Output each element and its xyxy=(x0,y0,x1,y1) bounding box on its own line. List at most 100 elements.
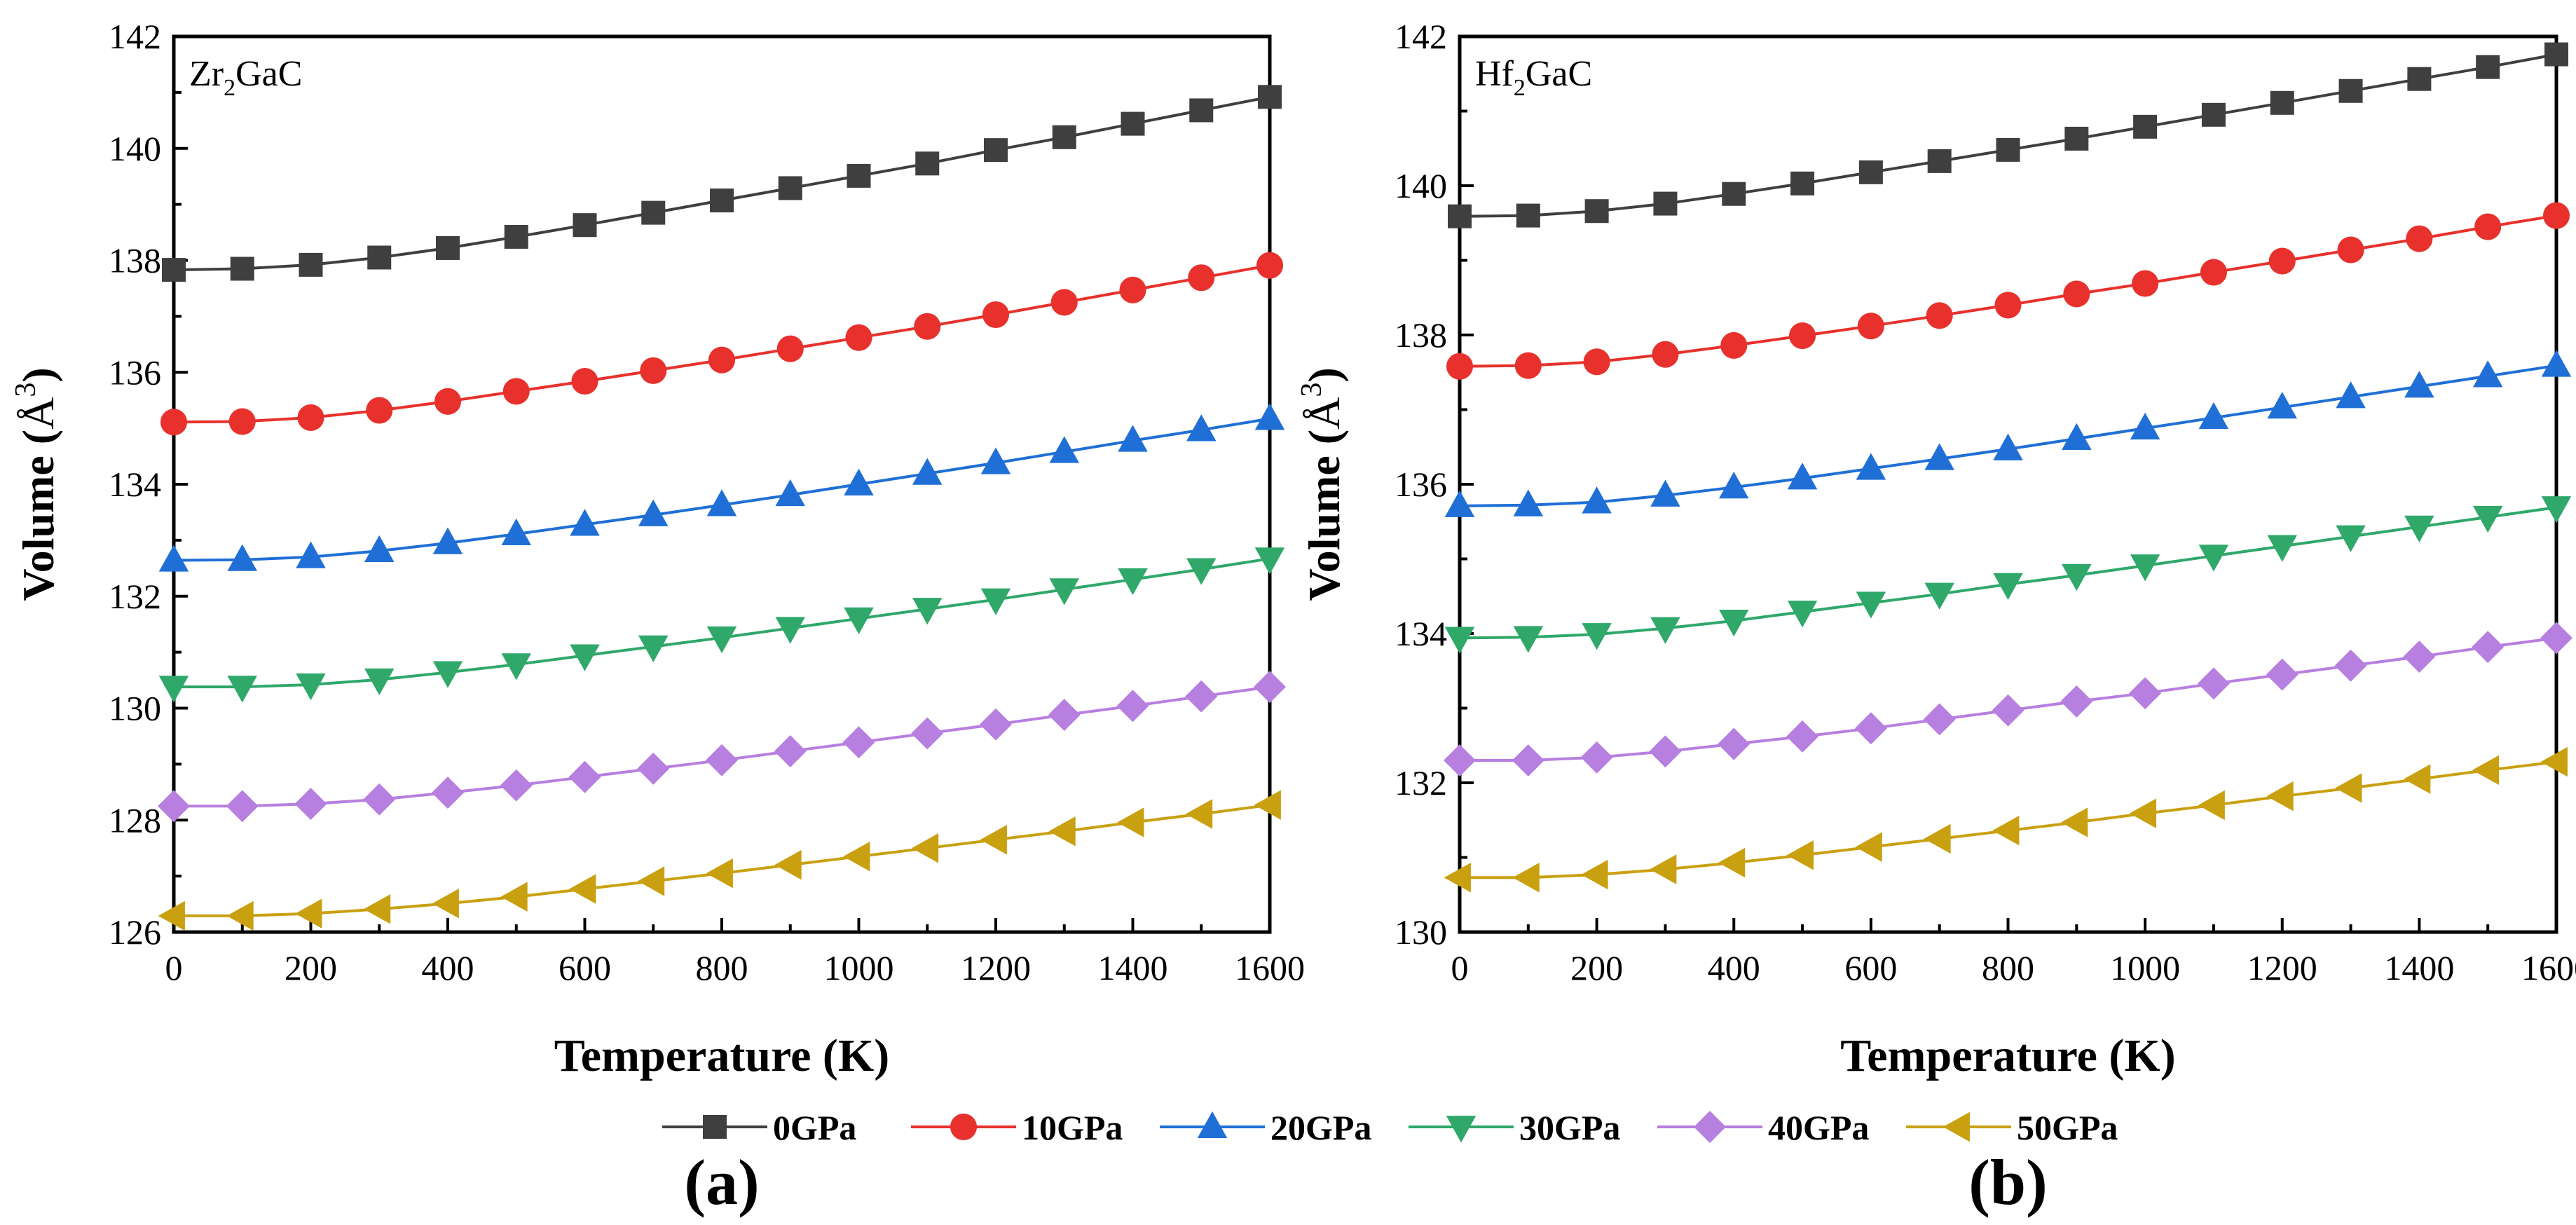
data-point xyxy=(980,824,1007,855)
x-tick-label: 1400 xyxy=(1098,948,1168,987)
y-tick-label: 138 xyxy=(109,241,161,280)
data-point xyxy=(1048,699,1081,732)
x-tick-label: 1000 xyxy=(824,948,894,987)
data-point xyxy=(1186,414,1217,442)
legend-marker xyxy=(1694,1111,1726,1143)
data-point xyxy=(980,708,1012,741)
data-point xyxy=(299,252,323,277)
compound-subscript: 2 xyxy=(1514,75,1526,101)
data-point xyxy=(843,841,870,872)
data-point xyxy=(1787,601,1818,628)
panel-label: (a) xyxy=(684,1147,759,1218)
y-tick-label: 134 xyxy=(109,465,161,504)
data-point xyxy=(1116,690,1149,723)
data-point xyxy=(2334,649,2367,682)
data-point xyxy=(1718,727,1751,760)
x-tick-label: 1200 xyxy=(961,948,1031,987)
data-point xyxy=(1856,453,1886,480)
panel-label: (b) xyxy=(1968,1147,2047,1218)
data-point xyxy=(226,901,254,931)
data-point xyxy=(367,245,392,270)
data-point xyxy=(1448,204,1472,228)
data-point xyxy=(2472,631,2505,664)
plot-frame xyxy=(1458,34,2558,934)
data-point xyxy=(2335,773,2362,803)
data-point xyxy=(842,726,875,759)
x-tick-label: 1400 xyxy=(2384,948,2454,987)
data-point xyxy=(710,189,734,213)
data-point xyxy=(1857,313,1884,340)
data-point xyxy=(2201,102,2226,127)
series-line xyxy=(1459,53,2557,218)
data-point xyxy=(2129,677,2162,710)
data-point xyxy=(775,479,805,507)
data-point xyxy=(638,635,669,662)
data-point xyxy=(500,769,533,802)
data-point xyxy=(2197,667,2230,700)
data-point xyxy=(2540,622,2572,655)
y-axis-title: Volume (Å3) xyxy=(1296,367,1349,601)
y-axis-title-close: ) xyxy=(1299,367,1349,382)
data-point xyxy=(844,607,874,635)
y-axis-title-text: Volume ( xyxy=(1299,430,1349,601)
data-point xyxy=(1258,85,1282,109)
legend-marker xyxy=(950,1113,978,1141)
compound-label: Hf2GaC xyxy=(1475,54,1592,101)
data-point xyxy=(2336,525,2366,552)
data-point xyxy=(501,653,531,680)
data-point xyxy=(1582,486,1612,514)
series-line xyxy=(1459,214,2557,368)
data-point xyxy=(158,901,185,931)
series-40GPa xyxy=(1444,622,2572,776)
data-point xyxy=(1121,111,1145,136)
series-line xyxy=(174,803,1270,917)
data-point xyxy=(774,849,802,880)
data-point xyxy=(1722,182,1746,206)
y-axis-title-unit: Å xyxy=(1299,397,1349,430)
data-point xyxy=(1580,741,1613,774)
data-point xyxy=(845,324,872,351)
y-tick-label: 126 xyxy=(109,912,161,952)
y-tick-label: 138 xyxy=(1395,315,1447,355)
legend: 0GPa 10GPa 20GPa 30GPa 40GPa 50GPa xyxy=(662,1108,2118,1147)
data-point xyxy=(2062,423,2092,450)
data-point xyxy=(1119,276,1146,303)
data-point xyxy=(1719,471,1749,499)
legend-marker xyxy=(703,1115,727,1139)
legend-item-0GPa: 0GPa xyxy=(662,1108,856,1147)
series-line xyxy=(1459,506,2557,640)
data-point xyxy=(2200,259,2227,286)
legend-item-10GPa: 10GPa xyxy=(911,1108,1123,1147)
series-10GPa xyxy=(1446,202,2570,380)
data-point xyxy=(2064,126,2089,151)
x-axis-title: Temperature (K) xyxy=(554,1030,889,1081)
data-point xyxy=(912,458,943,485)
series-50GPa xyxy=(158,790,1281,931)
data-point xyxy=(364,535,395,562)
data-point xyxy=(1720,331,1748,359)
series-0GPa xyxy=(162,85,1282,282)
data-point xyxy=(1254,790,1281,820)
x-tick-label: 1600 xyxy=(1235,948,1305,987)
data-point xyxy=(1719,609,1749,637)
data-point xyxy=(1718,847,1746,878)
x-tick-label: 800 xyxy=(696,948,748,987)
data-point xyxy=(568,760,601,793)
chart-panel-a: 0 200 400 600 800 1000 1200 1400 1600 126 128 130 13… xyxy=(10,17,1305,1218)
data-point xyxy=(1185,799,1213,829)
data-point xyxy=(1444,744,1476,776)
data-point xyxy=(1188,264,1215,292)
data-point xyxy=(504,224,528,249)
data-point xyxy=(1052,125,1076,149)
data-point xyxy=(706,489,737,516)
legend-marker xyxy=(1446,1116,1477,1143)
data-point xyxy=(432,527,463,554)
data-point xyxy=(1649,735,1682,768)
data-point xyxy=(571,367,598,395)
y-tick-label: 136 xyxy=(109,353,161,392)
data-point xyxy=(1117,807,1144,837)
data-point xyxy=(2542,202,2570,229)
data-point xyxy=(2268,247,2296,275)
data-point xyxy=(432,776,464,809)
